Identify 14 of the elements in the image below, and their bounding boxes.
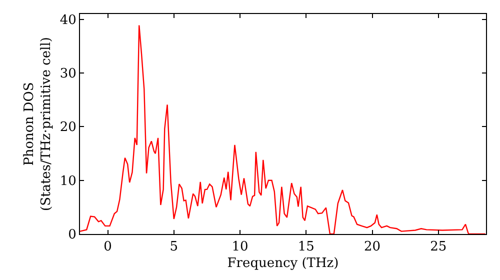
x-tick-label: 0 xyxy=(104,240,112,255)
y-tick-label: 10 xyxy=(60,174,76,189)
y-tick-label: 0 xyxy=(68,228,76,243)
x-tick-label: 25 xyxy=(430,240,447,255)
x-tick-label: 10 xyxy=(232,240,248,255)
y-tick-label: 20 xyxy=(60,120,76,136)
y-axis-title: Phonon DOS (States/THz·primitive cell) xyxy=(22,36,54,212)
y-tick-label: 30 xyxy=(60,66,76,82)
y-tick-label: 40 xyxy=(60,12,76,28)
x-tick-label: 15 xyxy=(298,240,314,255)
x-tick-label: 20 xyxy=(364,240,381,255)
x-axis-title: Frequency (THz) xyxy=(227,256,339,272)
x-tick-label: 5 xyxy=(170,240,178,255)
line-series xyxy=(80,24,486,234)
